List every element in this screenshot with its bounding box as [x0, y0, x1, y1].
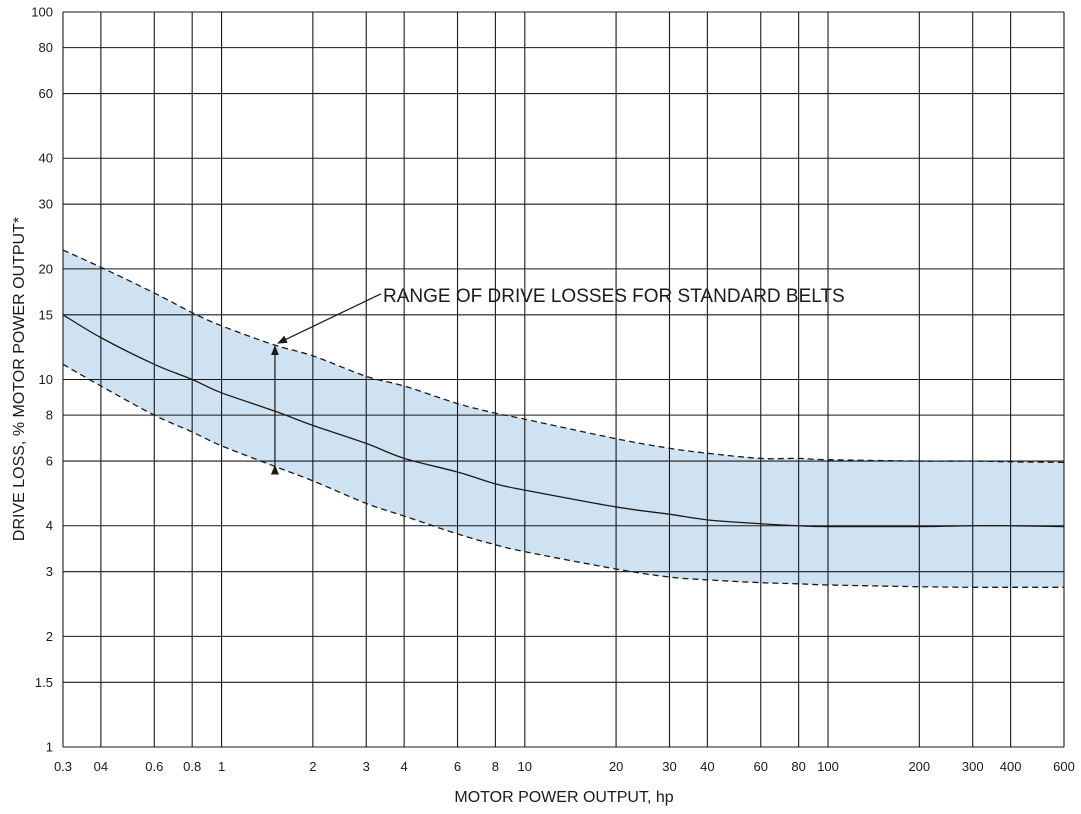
- tick-label-layer: 0.3 04 0.6 0.8 1 2 3 4 6 8 10 20 30 40 60 80 100 200 300 40…: [31, 5, 1075, 775]
- x-tick-label: 4: [401, 759, 408, 774]
- y-tick-label: 15: [39, 307, 53, 322]
- y-tick-label: 3: [46, 564, 53, 579]
- x-tick-label: 400: [1000, 759, 1022, 774]
- y-tick-label: 4: [46, 518, 53, 533]
- loss-range-band: [63, 250, 1064, 588]
- range-annotation-label: RANGE OF DRIVE LOSSES FOR STANDARD BELTS: [383, 286, 845, 307]
- lower-bound-curve: [62, 363, 1064, 588]
- x-tick-label: 300: [962, 759, 984, 774]
- typical-curve: [62, 314, 1065, 528]
- x-tick-label: 600: [1053, 759, 1075, 774]
- y-tick-label: 100: [31, 5, 53, 20]
- x-tick-label: 04: [94, 759, 108, 774]
- x-tick-label: 40: [700, 759, 714, 774]
- x-tick-label: 80: [791, 759, 805, 774]
- x-tick-label: 0.8: [183, 759, 201, 774]
- y-tick-label: 80: [39, 40, 53, 55]
- x-tick-label: 0.6: [145, 759, 163, 774]
- y-tick-label: 20: [39, 261, 53, 276]
- x-axis-title: MOTOR POWER OUTPUT, hp: [454, 789, 673, 806]
- y-tick-label: 1.5: [35, 675, 53, 690]
- annotation-layer: RANGE OF DRIVE LOSSES FOR STANDARD BELTS: [270, 286, 845, 475]
- y-tick-label: 2: [46, 629, 53, 644]
- x-tick-label: 10: [518, 759, 532, 774]
- upper-bound-curve: [62, 249, 1065, 464]
- x-tick-label: 3: [363, 759, 370, 774]
- y-tick-label: 10: [39, 372, 53, 387]
- loss-range-band-layer: [63, 250, 1064, 588]
- y-tick-label: 40: [39, 151, 53, 166]
- y-tick-label: 1: [46, 740, 53, 755]
- x-tick-label: 0.3: [54, 759, 72, 774]
- x-tick-label: 20: [609, 759, 623, 774]
- x-tick-label: 6: [454, 759, 461, 774]
- x-tick-label: 1: [218, 759, 225, 774]
- grid-layer: [62, 11, 1065, 748]
- y-tick-label: 60: [39, 86, 53, 101]
- x-tick-label: 200: [908, 759, 930, 774]
- x-tick-label: 8: [492, 759, 499, 774]
- x-tick-label: 2: [309, 759, 316, 774]
- y-tick-label: 6: [46, 454, 53, 469]
- x-tick-label: 60: [754, 759, 768, 774]
- x-tick-label: 30: [662, 759, 676, 774]
- y-axis-title: DRIVE LOSS, % MOTOR POWER OUTPUT*: [11, 217, 28, 541]
- series-layer: [62, 249, 1065, 588]
- y-tick-label: 8: [46, 408, 53, 423]
- annotation-leader-arrow: [277, 293, 382, 344]
- y-tick-label: 30: [39, 197, 53, 212]
- x-tick-label: 100: [817, 759, 839, 774]
